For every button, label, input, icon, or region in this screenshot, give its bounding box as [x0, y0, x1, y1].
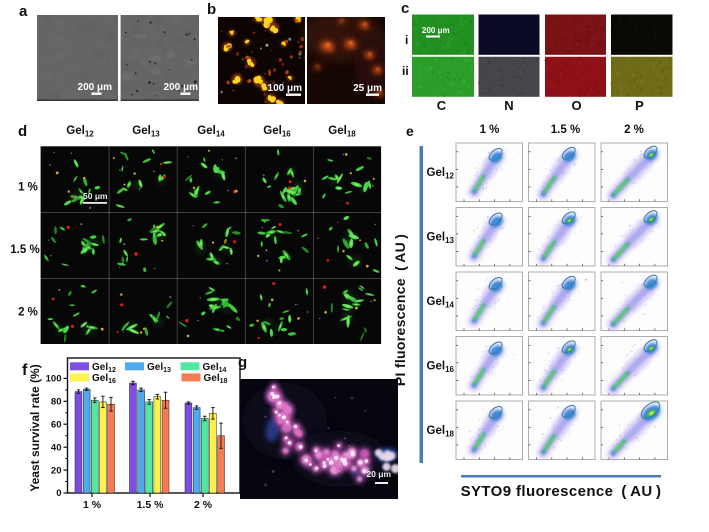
svg-text:Gel16: Gel16 [427, 361, 455, 375]
svg-text:50 μm: 50 μm [83, 191, 108, 201]
svg-text:2 %: 2 % [624, 124, 644, 136]
svg-text:100 μm: 100 μm [268, 83, 303, 94]
svg-text:i: i [405, 33, 408, 47]
svg-text:Gel18: Gel18 [204, 373, 228, 385]
svg-text:2 %: 2 % [194, 499, 213, 511]
svg-text:f: f [22, 362, 28, 379]
svg-text:20 μm: 20 μm [366, 469, 391, 479]
svg-text:Gel18: Gel18 [427, 425, 455, 439]
svg-text:SYTO9 fluorescence ( AU ): SYTO9 fluorescence ( AU ) [461, 483, 662, 500]
svg-text:c: c [401, 0, 409, 17]
svg-text:1 %: 1 % [480, 124, 500, 136]
svg-text:N: N [504, 98, 513, 113]
svg-text:P: P [635, 98, 644, 113]
svg-text:1.5 %: 1.5 % [551, 124, 580, 136]
svg-text:200 μm: 200 μm [78, 82, 113, 93]
svg-text:d: d [18, 123, 27, 140]
svg-text:2 %: 2 % [18, 307, 38, 319]
svg-text:1.5 %: 1.5 % [10, 244, 39, 256]
svg-text:1 %: 1 % [83, 499, 102, 511]
svg-text:Gel14: Gel14 [197, 125, 225, 139]
svg-text:40: 40 [51, 442, 62, 453]
svg-text:60: 60 [51, 419, 62, 430]
svg-text:O: O [571, 98, 581, 113]
svg-text:e: e [406, 123, 414, 139]
svg-text:b: b [207, 1, 216, 18]
svg-text:Gel12: Gel12 [427, 167, 455, 181]
svg-text:100: 100 [46, 374, 62, 385]
svg-text:C: C [437, 98, 447, 113]
svg-text:Gel13: Gel13 [147, 362, 171, 374]
svg-text:Gel16: Gel16 [263, 125, 291, 139]
svg-text:ii: ii [402, 64, 409, 78]
svg-text:200 μm: 200 μm [164, 82, 199, 93]
svg-text:Gel18: Gel18 [328, 125, 356, 139]
svg-text:Gel12: Gel12 [66, 125, 94, 139]
svg-text:Gel16: Gel16 [92, 373, 116, 385]
svg-text:Gel13: Gel13 [427, 232, 455, 246]
svg-text:1.5 %: 1.5 % [137, 499, 165, 511]
svg-text:Gel13: Gel13 [132, 125, 160, 139]
svg-text:Gel14: Gel14 [427, 296, 455, 310]
svg-text:0: 0 [56, 488, 61, 499]
svg-text:200 μm: 200 μm [422, 26, 450, 35]
svg-text:80: 80 [51, 397, 62, 408]
svg-text:a: a [19, 3, 28, 20]
svg-text:g: g [238, 354, 247, 371]
svg-text:1 %: 1 % [18, 182, 38, 194]
svg-text:Yeast survival rate (%): Yeast survival rate (%) [28, 364, 42, 491]
svg-text:PI fluorescence ( AU ): PI fluorescence ( AU ) [395, 234, 408, 386]
svg-text:20: 20 [51, 465, 62, 476]
svg-text:25 μm: 25 μm [353, 83, 382, 94]
